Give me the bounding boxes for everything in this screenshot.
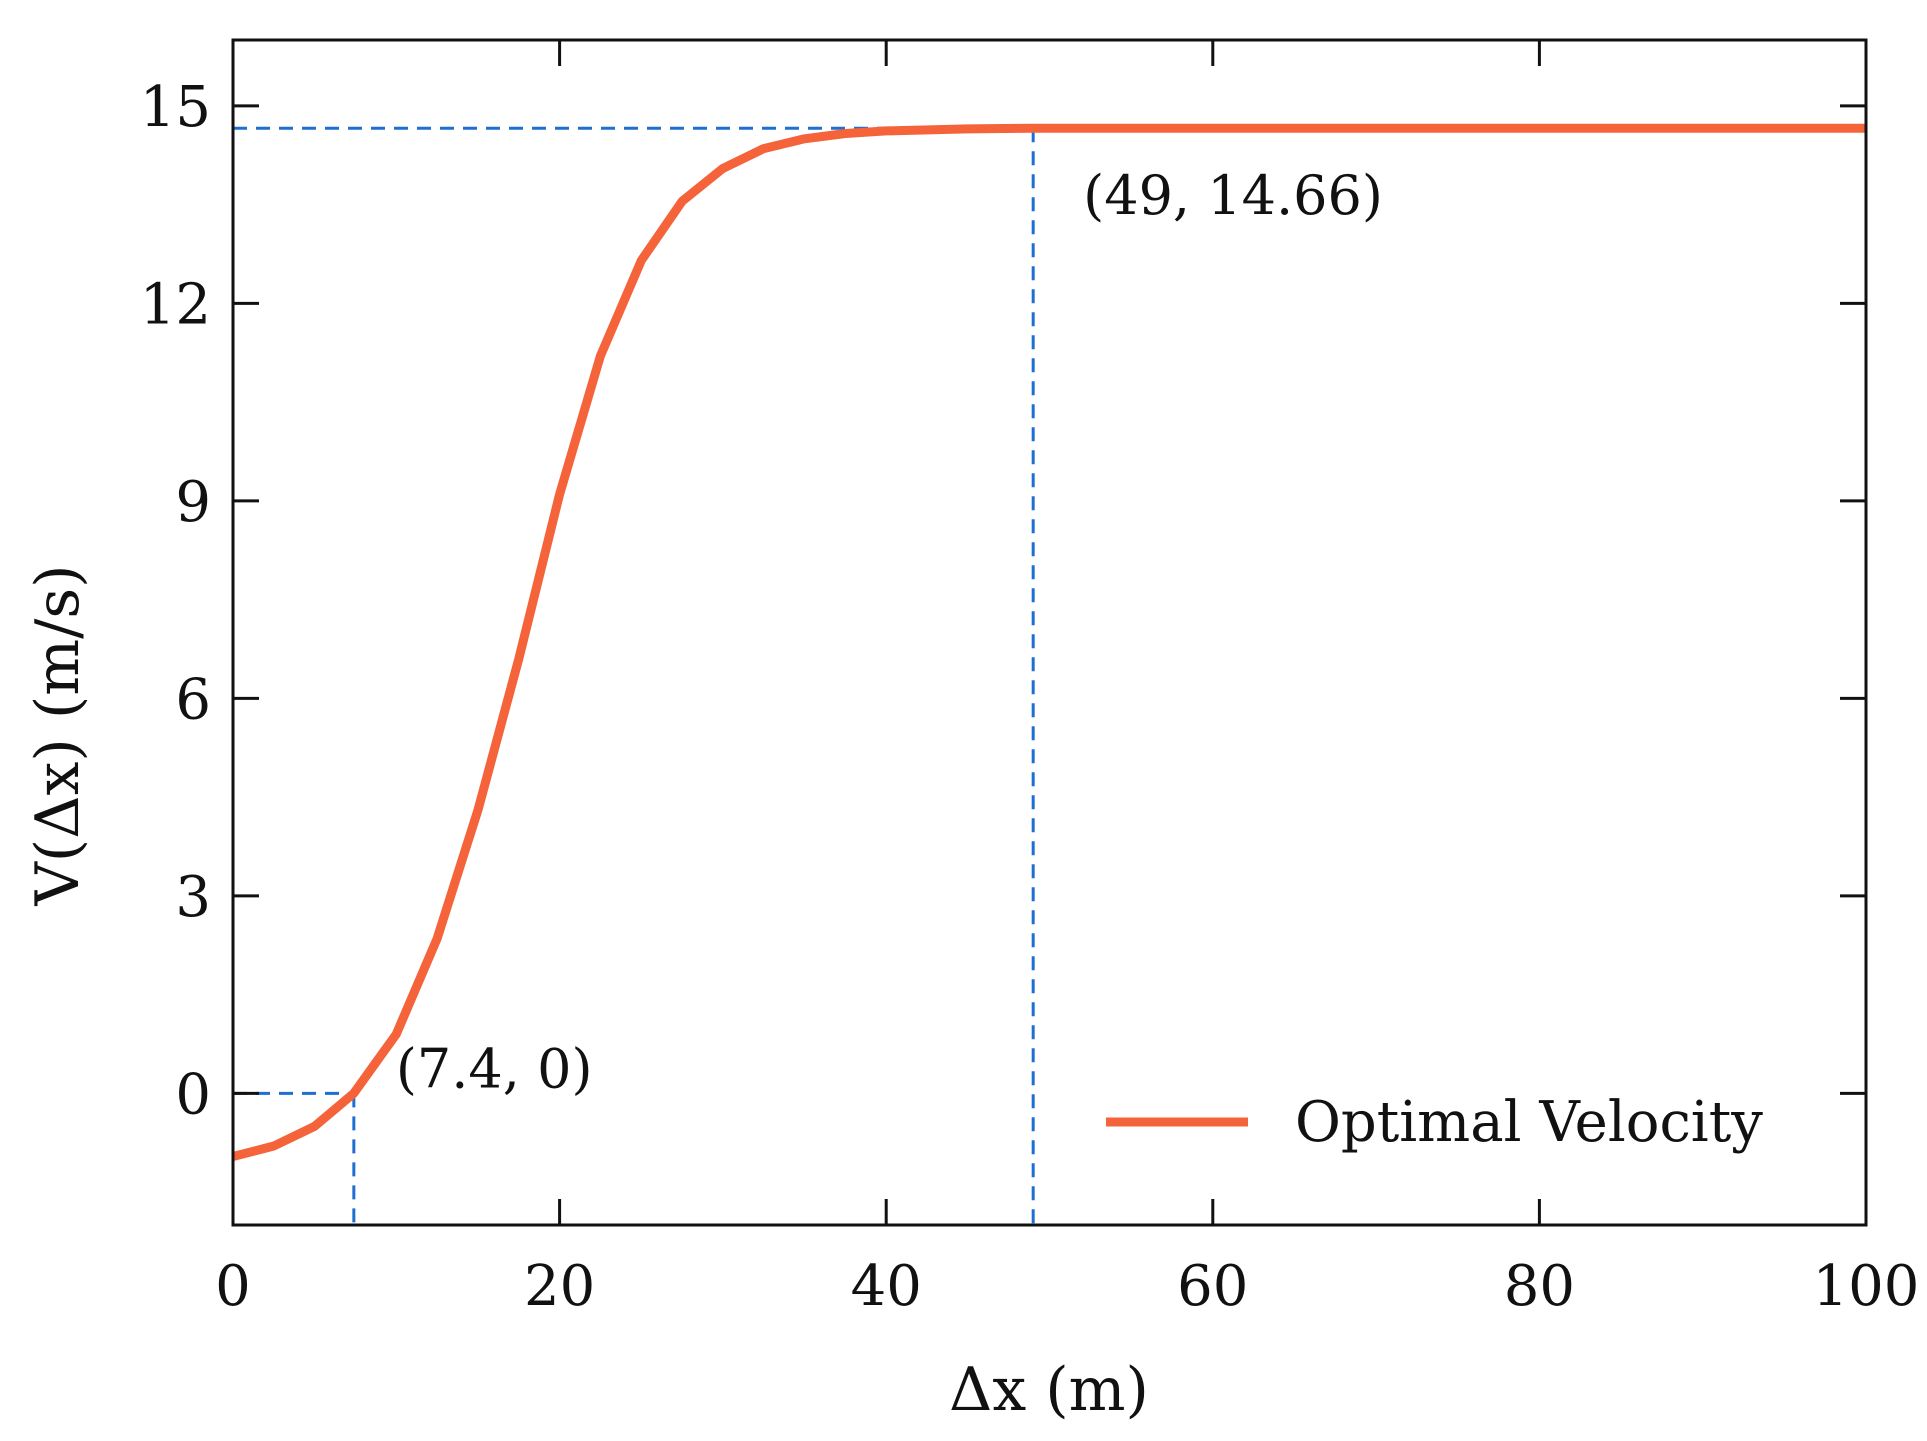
x-tick-label: 20 bbox=[524, 1254, 595, 1319]
x-tick-label: 0 bbox=[215, 1254, 251, 1319]
x-tick-label: 80 bbox=[1504, 1254, 1575, 1319]
y-tick-label: 0 bbox=[175, 1062, 211, 1127]
x-tick-label: 100 bbox=[1813, 1254, 1920, 1319]
annotation-label: (49, 14.66) bbox=[1083, 164, 1383, 227]
x-tick-label: 40 bbox=[851, 1254, 922, 1319]
y-tick-label: 6 bbox=[175, 667, 211, 732]
reference-lines bbox=[233, 126, 1035, 1225]
x-tick-label: 60 bbox=[1177, 1254, 1248, 1319]
legend-label: Optimal Velocity bbox=[1295, 1090, 1763, 1155]
y-tick-label: 3 bbox=[175, 865, 211, 930]
y-tick-label: 9 bbox=[175, 470, 211, 535]
plot-frame bbox=[231, 38, 1868, 1227]
y-axis-label: V(Δx) (m/s) bbox=[23, 564, 93, 906]
y-tick-label: 15 bbox=[140, 75, 211, 140]
ticks-group: 0 20 40 60 80 100 0 3 6 9 12 15 bbox=[140, 40, 1920, 1319]
series-group bbox=[231, 123, 1866, 1161]
annotations-group: (7.4, 0) (49, 14.66) bbox=[396, 164, 1383, 1100]
plot-border bbox=[231, 38, 1868, 1227]
y-tick-label: 12 bbox=[140, 272, 211, 337]
x-axis-label: Δx (m) bbox=[949, 1355, 1149, 1425]
legend: Optimal Velocity bbox=[1106, 1090, 1763, 1155]
annotation-label: (7.4, 0) bbox=[396, 1037, 593, 1100]
series-line-optimal-velocity bbox=[231, 123, 1866, 1161]
